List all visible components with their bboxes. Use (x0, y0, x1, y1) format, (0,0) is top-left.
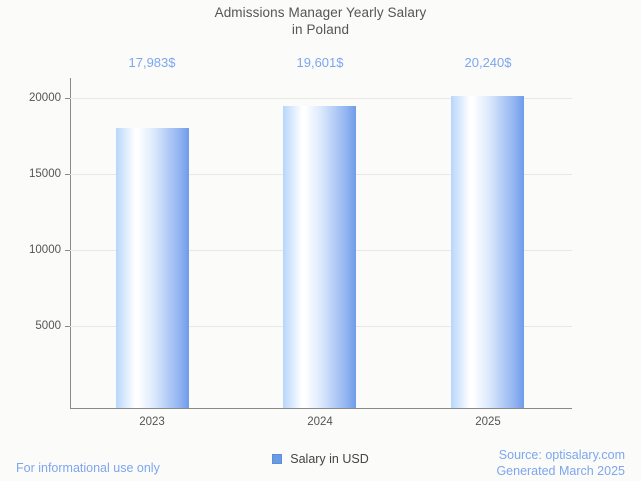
y-tick-label-20000: 20000 (29, 92, 61, 104)
legend-swatch-icon (272, 454, 283, 464)
y-tick-mark-10000 (65, 250, 70, 251)
y-tick-label-5000: 5000 (35, 320, 61, 332)
legend-item-label[interactable]: Salary in USD (290, 452, 369, 466)
generated-text: Generated March 2025 (496, 464, 625, 478)
disclaimer-text: For informational use only (16, 461, 160, 475)
x-axis-line (70, 408, 572, 409)
source-text: Source: optisalary.com (498, 448, 625, 462)
y-tick-label-10000: 10000 (29, 244, 61, 256)
y-tick-label-15000: 15000 (29, 168, 61, 180)
bar-value-2023: 17,983$ (128, 55, 176, 70)
chart-title: Admissions Manager Yearly Salary in Pola… (0, 4, 641, 38)
y-tick-mark-5000 (65, 326, 70, 327)
x-tick-label-2024: 2024 (307, 416, 333, 428)
gridline-20000: 20000 (29, 92, 572, 104)
y-tick-mark-15000 (65, 174, 70, 175)
bar-value-2024: 19,601$ (296, 55, 344, 70)
x-tick-label-2025: 2025 (475, 416, 501, 428)
y-axis-line (70, 78, 71, 409)
chart-title-line-2: in Poland (291, 22, 350, 37)
x-tick-label-2023: 2023 (139, 416, 165, 428)
bar-2024[interactable] (283, 106, 356, 408)
bar-value-2025: 20,240$ (464, 55, 512, 70)
bar-2025[interactable] (451, 96, 524, 408)
y-tick-mark-20000 (65, 98, 70, 99)
bar-2023[interactable] (116, 128, 189, 408)
plot-area: 20000 15000 10000 5000 (29, 78, 572, 408)
chart-title-line-1: Admissions Manager Yearly Salary (214, 5, 427, 20)
source-block: Source: optisalary.com Generated March 2… (496, 447, 625, 479)
chart-legend: Salary in USD (0, 452, 641, 466)
